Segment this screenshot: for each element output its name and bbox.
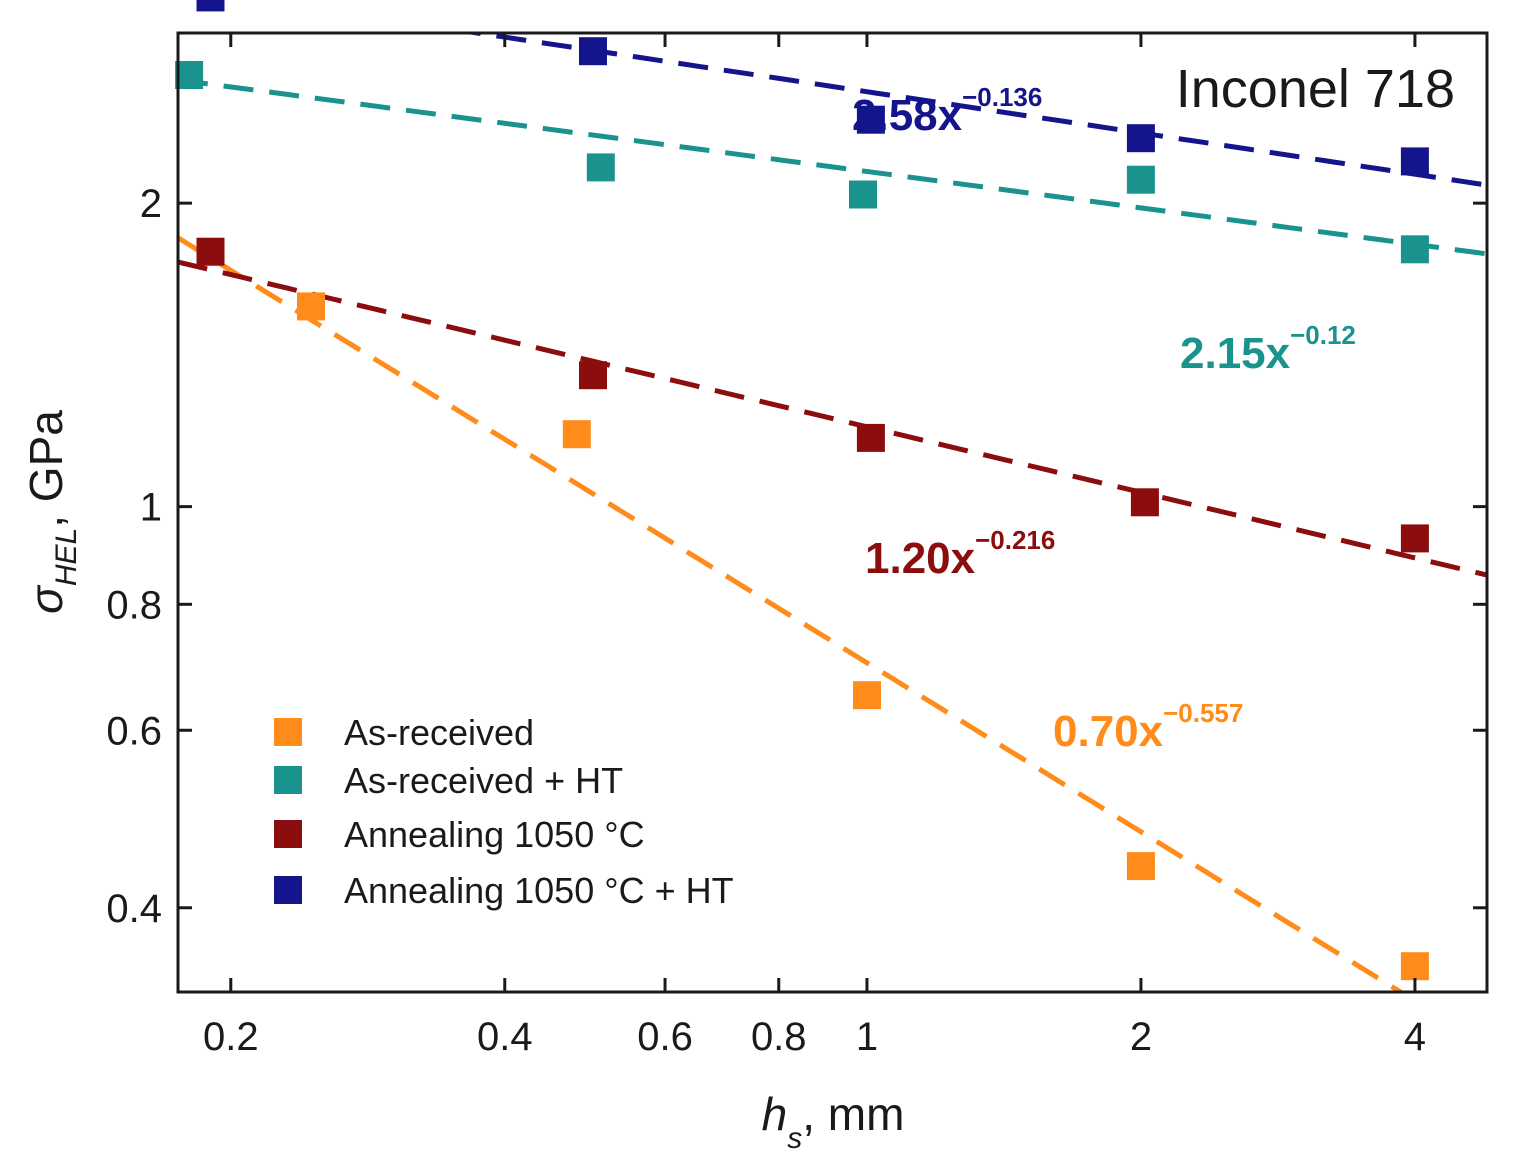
data-point (586, 153, 615, 182)
fit-exponent: −0.12 (1290, 320, 1356, 350)
data-point (579, 37, 607, 66)
legend-label: Annealing 1050 °C (344, 814, 645, 855)
x-axis-unit: , mm (802, 1088, 904, 1140)
data-point (175, 61, 204, 89)
legend-swatch (274, 820, 302, 848)
legend-swatch (274, 718, 302, 746)
data-point (856, 105, 885, 134)
fit-equation: 2.15x−0.12 (1180, 320, 1356, 378)
x-tick-label: 0.8 (751, 1015, 807, 1059)
data-point (1126, 124, 1155, 153)
fit-exponent: −0.136 (962, 82, 1042, 112)
data-point (196, 237, 225, 266)
x-tick-label: 0.4 (477, 1015, 533, 1059)
fit-line (178, 259, 1487, 578)
legend-swatch (274, 766, 302, 794)
fit-line (460, 33, 1487, 188)
data-point (579, 361, 607, 390)
data-point (1130, 488, 1159, 517)
y-tick-label: 2 (140, 182, 162, 226)
x-tick-label: 1 (856, 1015, 878, 1059)
y-axis-symbol: σ (20, 584, 72, 614)
data-point (1400, 235, 1429, 264)
data-point (196, 0, 225, 12)
x-tick-label: 0.2 (203, 1015, 259, 1059)
x-axis-title: hs, mm (762, 1088, 905, 1155)
data-point (849, 180, 877, 209)
plot-frame (176, 31, 1489, 994)
data-point (1126, 165, 1155, 194)
x-tick-label: 0.6 (637, 1015, 693, 1059)
axis-ticks: 0.2 0.4 0.6 0.8 1 2 4 0.4 0.6 0.8 1 2 (106, 33, 1487, 1059)
fit-coefficient: 1.20x (865, 534, 976, 583)
legend-label: Annealing 1050 °C + HT (344, 870, 734, 911)
fit-line (178, 235, 1406, 992)
data-point (856, 423, 885, 452)
y-axis-unit: , GPa (20, 410, 72, 528)
fit-equation: 1.20x−0.216 (865, 525, 1055, 583)
y-tick-label: 0.6 (106, 709, 162, 753)
legend-label: As-received (344, 712, 534, 753)
y-tick-label: 0.4 (106, 887, 162, 931)
data-point (853, 681, 881, 710)
fit-equation: 2.58x−0.136 (852, 82, 1042, 140)
y-axis-subscript: HEL (50, 528, 83, 586)
x-tick-label: 4 (1404, 1015, 1426, 1059)
legend: As-received As-received + HT Annealing 105… (274, 712, 734, 911)
legend-label: As-received + HT (344, 760, 623, 801)
data-point (562, 420, 591, 449)
fit-coefficient: 2.15x (1180, 329, 1291, 378)
fit-exponent: −0.557 (1163, 698, 1243, 728)
x-tick-label: 2 (1130, 1015, 1152, 1059)
data-point (1400, 147, 1429, 176)
fit-equation: 0.70x−0.557 (1053, 698, 1243, 756)
chart-title: Inconel 718 (1176, 59, 1455, 119)
fit-annotations: 0.70x−0.5572.15x−0.121.20x−0.2162.58x−0.… (852, 82, 1356, 756)
fit-line (178, 77, 1487, 257)
x-axis-symbol: h (762, 1088, 788, 1140)
y-tick-label: 0.8 (106, 583, 162, 627)
y-tick-label: 1 (140, 486, 162, 530)
fit-coefficient: 2.58x (852, 91, 963, 140)
fit-coefficient: 0.70x (1053, 707, 1164, 756)
x-axis-subscript: s (787, 1122, 802, 1155)
legend-swatch (274, 876, 302, 904)
y-axis-title: σHEL, GPa (20, 410, 83, 614)
fit-exponent: −0.216 (975, 525, 1055, 555)
data-point (297, 292, 325, 321)
fit-lines (178, 33, 1487, 992)
data-point (1126, 852, 1155, 881)
data-point (1400, 524, 1429, 553)
data-markers (175, 0, 1429, 981)
data-point (1400, 952, 1429, 981)
